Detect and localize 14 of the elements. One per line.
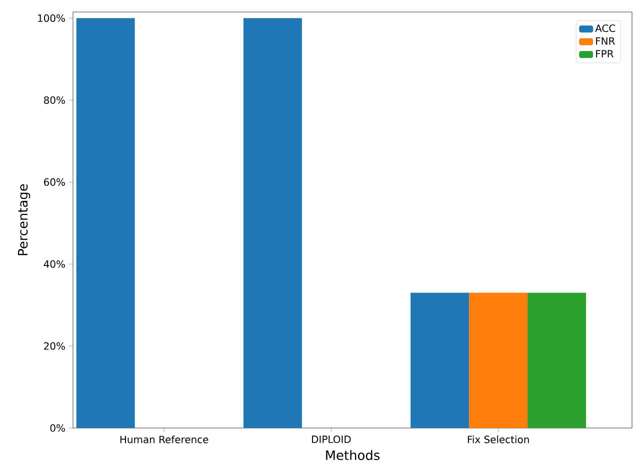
y-tick-label: 60% bbox=[44, 178, 65, 186]
x-axis-title: Methods bbox=[326, 450, 380, 460]
y-tick-label: 100% bbox=[38, 14, 65, 22]
y-tick-label: 0% bbox=[50, 424, 65, 432]
x-tick-label: Fix Selection bbox=[468, 436, 529, 444]
y-tick-label: 40% bbox=[44, 260, 65, 268]
y-tick-label: 20% bbox=[44, 342, 65, 350]
legend-label: FPR bbox=[596, 50, 614, 58]
y-tick-label: 80% bbox=[44, 96, 65, 104]
x-tick-label: Human Reference bbox=[120, 436, 208, 444]
legend-label: ACC bbox=[595, 24, 616, 32]
y-axis-title: Percentage bbox=[18, 184, 30, 256]
x-tick-label: DIPLOID bbox=[312, 436, 351, 444]
legend-label: FNR bbox=[596, 37, 615, 45]
